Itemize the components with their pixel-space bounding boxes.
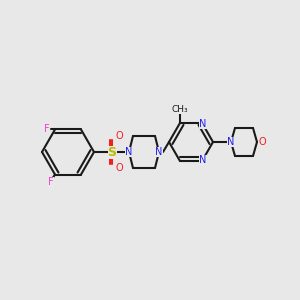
Text: N: N xyxy=(199,155,207,165)
Text: CH₃: CH₃ xyxy=(172,105,188,114)
Text: N: N xyxy=(199,119,207,129)
Text: O: O xyxy=(115,163,123,173)
Text: N: N xyxy=(155,147,163,157)
Text: F: F xyxy=(44,124,50,134)
Text: F: F xyxy=(48,176,54,187)
Text: O: O xyxy=(258,137,266,147)
Text: N: N xyxy=(125,147,133,157)
Text: S: S xyxy=(107,146,116,158)
Text: O: O xyxy=(115,131,123,141)
Text: N: N xyxy=(227,137,235,147)
